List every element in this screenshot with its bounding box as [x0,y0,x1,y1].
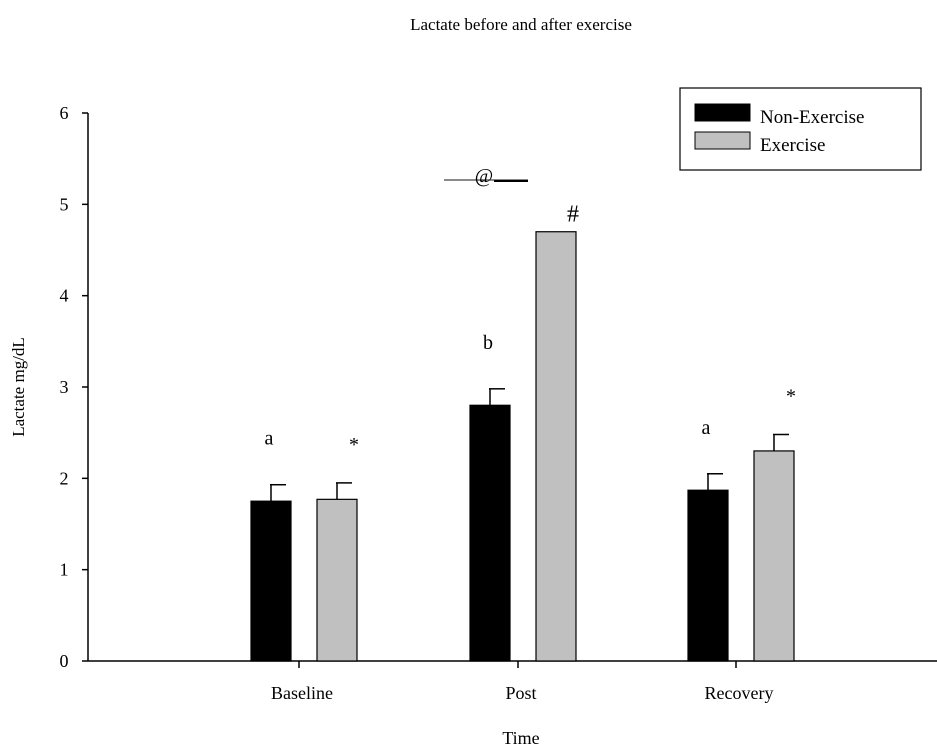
bar-non-exercise-recovery [687,489,729,662]
bars: a b a * # * [250,202,796,662]
significance-label: # [567,202,579,228]
significance-label: * [349,434,359,456]
legend-box [679,87,922,171]
legend-swatch-exercise [694,131,751,150]
significance-label: a [702,417,711,439]
x-ticks: Baseline Post Recovery [271,661,773,703]
y-axis-label: Lactate mg/dL [9,337,28,437]
x-tick-label: Recovery [705,683,774,703]
significance-label: a [265,428,274,450]
bar-exercise-post [535,231,577,662]
y-tick-label: 5 [60,194,69,214]
y-ticks: 0 1 2 3 4 5 6 [60,103,88,671]
y-tick-label: 6 [60,103,69,123]
x-tick-label: Post [505,683,536,703]
legend-label-exercise: Exercise [760,135,825,156]
y-tick-label: 3 [60,377,69,397]
x-tick-label: Baseline [271,683,333,703]
legend: Non-Exercise Exercise [679,87,922,171]
bar-non-exercise-baseline [250,500,292,662]
x-axis-label: Time [502,728,539,747]
bar-non-exercise-post [469,404,511,662]
y-tick-label: 1 [60,560,69,580]
significance-label: * [786,385,796,407]
chart-title: Lactate before and after exercise [410,15,632,34]
y-tick-label: 4 [60,286,69,306]
y-tick-label: 0 [60,651,69,671]
legend-label-non-exercise: Non-Exercise [760,107,864,128]
y-tick-label: 2 [60,468,69,488]
bar-exercise-recovery [753,450,795,662]
legend-swatch-non-exercise [694,103,751,122]
bar-exercise-baseline [316,498,358,662]
annotation-at: @ [475,165,493,187]
axes [87,113,937,662]
significance-label: b [483,332,493,354]
annotations: @ [444,165,528,187]
